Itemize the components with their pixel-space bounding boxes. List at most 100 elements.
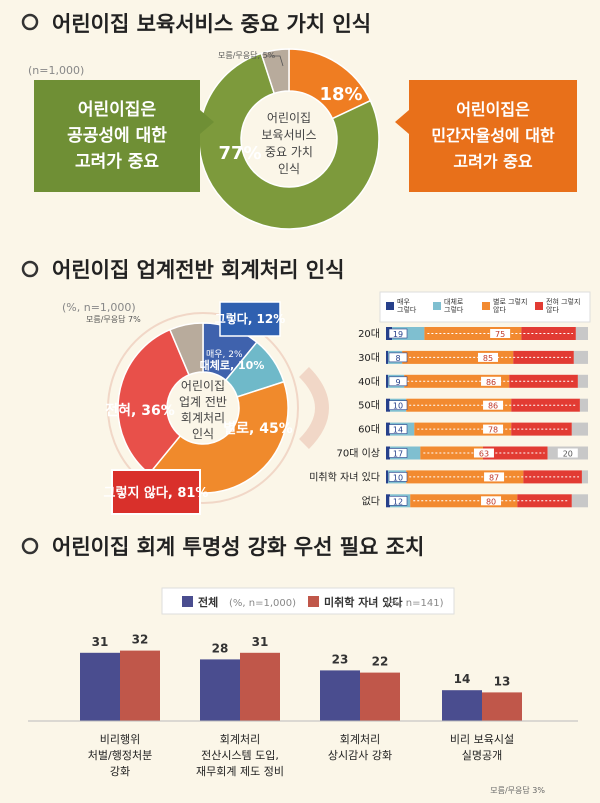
chart-3-legend-swatch-3	[535, 302, 543, 310]
chart-1-slice-1	[198, 52, 380, 230]
chart-3-agree-value: 14	[393, 426, 403, 435]
chart-3-agree-value: 12	[393, 497, 403, 506]
chart-4-category-label: 실명공개	[462, 749, 502, 762]
chart-3-legend-swatch-1	[433, 302, 441, 310]
chart-2-very-label: 매우, 2%	[206, 349, 243, 360]
chart-1-center-line-1: 어린이집	[267, 111, 311, 125]
callout-private-line-3: 고려가 중요	[453, 152, 532, 171]
chart-3-stacked-bars: 매우 그렇다 대체로 그렇다 별로 그렇지 않다 전혀 그렇지 않다 20대 19 75 30대 8 8…	[309, 291, 591, 508]
chart-3-seg-4	[575, 327, 588, 340]
chart-3-agree-chip	[388, 328, 408, 339]
chart-2-accounting-donut: (%, n=1,000) 어린이집 업계 전반 회계처리 인식 모름/무응답 7…	[62, 301, 329, 515]
chart-3-legend-label-0: 매우 그렇다	[397, 298, 417, 314]
chart-4-value-label: 22	[372, 655, 389, 669]
chart-4-value-label: 14	[454, 672, 471, 686]
chart-2-connector-arrow	[298, 367, 329, 449]
chart-3-agree-value: 10	[393, 402, 403, 411]
chart-3-seg-0	[386, 374, 389, 388]
chart-3-row-label: 60대	[358, 424, 380, 436]
section-2-title: 어린이집 업계전반 회계처리 인식	[21, 258, 344, 282]
chart-4-legend-total-note: (%, n=1,000)	[229, 598, 296, 609]
chart-3-disagree-chip	[478, 352, 499, 362]
section-2-title-text: 어린이집 업계전반 회계처리 인식	[52, 258, 344, 282]
chart-3-agree-value: 17	[393, 450, 403, 459]
chart-3-row-label: 20대	[358, 328, 380, 340]
chart-4-value-label: 31	[252, 635, 269, 649]
chart-3-disagree-value: 75	[495, 330, 505, 339]
chart-3-disagree-chip	[481, 376, 502, 386]
chart-3-agree-value: 9	[395, 378, 400, 387]
chart-1-slice-label-18: 18%	[319, 84, 362, 105]
chart-4-legend-child-note: (%, n=141)	[386, 598, 444, 609]
chart-2-no-badge: 그렇지 않다, 81%	[104, 469, 209, 515]
callout-public-line-1: 어린이집은	[78, 100, 157, 120]
chart-3-agree-value: 19	[393, 330, 403, 339]
chart-3-disagree-value: 86	[486, 378, 496, 387]
chart-2-no-badge-text: 그렇지 않다, 81%	[104, 485, 209, 501]
chart-4-value-label: 13	[494, 674, 511, 688]
chart-3-row-label: 70대 이상	[336, 448, 380, 460]
chart-1-slice-2	[260, 48, 290, 95]
chart-4-value-label: 31	[92, 635, 109, 649]
chart-3-seg-3	[523, 470, 582, 484]
chart-3-agree-chip	[388, 424, 408, 434]
chart-3-agree-chip	[388, 352, 408, 363]
callout-public-line-2: 공공성에 대한	[67, 126, 167, 146]
chart-4-bar-total	[442, 690, 482, 721]
chart-1-center-label: 어린이집 보육서비스 중요 가치 인식	[261, 111, 316, 176]
chart-3-agree-chip	[388, 448, 408, 458]
chart-3-seg-4	[581, 470, 588, 484]
chart-3-seg-0	[386, 470, 389, 484]
chart-2-slice-4	[168, 322, 204, 376]
chart-3-unknown-value: 20	[563, 450, 573, 459]
chart-2-center-line-1: 어린이집	[181, 379, 225, 393]
chart-3-seg-4	[577, 374, 588, 388]
section-3-title-text: 어린이집 회계 투명성 강화 우선 필요 조치	[52, 535, 424, 559]
chart-3-seg-4	[571, 422, 588, 436]
callout-private-line-1: 어린이집은	[456, 100, 530, 119]
chart-4-bar-child	[482, 692, 522, 721]
chart-3-unknown-chip	[557, 448, 578, 458]
chart-3-seg-0	[386, 446, 391, 460]
chart-2-unknown-label: 모름/무응답 7%	[86, 314, 141, 324]
chart-3-legend-label-1: 대체로 그렇다	[444, 298, 464, 314]
chart-1-leader-line	[267, 55, 284, 67]
chart-3-row-label: 50대	[358, 400, 380, 412]
chart-2-outer-ring	[107, 312, 299, 504]
chart-2-notatall-label: 전혀, 36%	[105, 402, 174, 419]
chart-2-center-line-3: 회계처리	[181, 411, 225, 425]
chart-2-yes-badge: 그렇다, 12%	[215, 301, 285, 337]
chart-3-agree-chip	[388, 400, 408, 411]
chart-4-bar-child	[360, 672, 400, 721]
chart-3-agree-value: 8	[395, 354, 400, 363]
chart-3-disagree-chip	[481, 496, 502, 506]
chart-3-agree-chip	[388, 495, 408, 506]
chart-2-yes-badge-box	[219, 301, 281, 337]
chart-3-disagree-chip	[483, 424, 504, 434]
chart-3-agree-chip	[388, 472, 408, 482]
chart-2-note: (%, n=1,000)	[62, 301, 136, 314]
chart-3-disagree-chip	[484, 472, 505, 482]
chart-4-value-label: 23	[332, 652, 349, 666]
chart-3-legend-swatch-0	[386, 302, 394, 310]
chart-1-center-line-4: 인식	[278, 162, 300, 176]
chart-3-disagree-value: 87	[489, 473, 499, 482]
chart-4-category-label: 회계처리	[340, 733, 380, 746]
chart-1-importance-donut: (n=1,000) 어린이집 보육서비스 중요 가치 인식 77% 18% 모름…	[28, 48, 577, 230]
chart-4-category-label: 재무회계 제도 정비	[196, 765, 284, 778]
callout-public: 어린이집은 공공성에 대한 고려가 중요	[34, 80, 214, 192]
chart-3-disagree-value: 80	[486, 497, 496, 506]
chart-4-bar-child	[240, 652, 280, 721]
chart-3-seg-0	[386, 350, 389, 364]
chart-2-slice-3	[117, 328, 190, 475]
chart-3-seg-0	[386, 494, 391, 508]
chart-4-category-label: 상시감사 강화	[328, 749, 392, 762]
chart-4-category-label: 비리행위	[100, 733, 140, 746]
chart-3-disagree-value: 78	[488, 426, 498, 435]
chart-4-grouped-bars: 전체 (%, n=1,000) 미취학 자녀 있다 (%, n=141) 31 3…	[28, 587, 578, 795]
callout-public-line-3: 고려가 중요	[75, 152, 159, 172]
chart-4-legend-swatch-total	[182, 596, 193, 607]
chart-4-bar-child	[120, 650, 160, 721]
chart-3-disagree-chip	[490, 329, 511, 338]
